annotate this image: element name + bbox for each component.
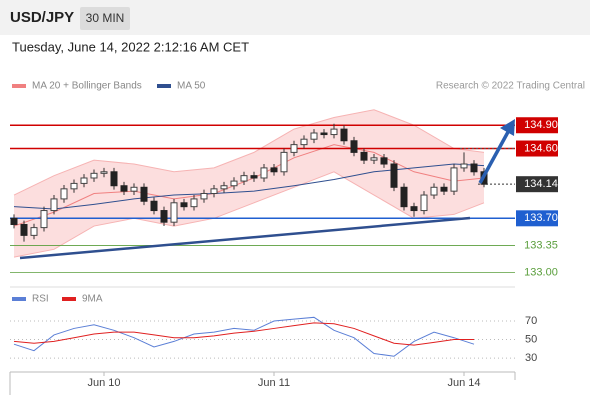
candle-body bbox=[420, 194, 428, 212]
candle-body bbox=[50, 198, 58, 212]
candle-body bbox=[250, 175, 258, 179]
candle-body bbox=[260, 167, 268, 179]
candle-body bbox=[10, 217, 18, 226]
candle-body bbox=[270, 167, 278, 173]
copyright: Research © 2022 Trading Central bbox=[436, 81, 585, 92]
candle-body bbox=[200, 192, 208, 200]
candle-body bbox=[440, 186, 448, 192]
price-tag bbox=[516, 210, 558, 227]
legend-swatch bbox=[12, 297, 26, 301]
candle-body bbox=[360, 151, 368, 161]
candle-body bbox=[30, 227, 38, 236]
legend-label: MA 20 + Bollinger Bands bbox=[32, 81, 142, 92]
forecast-arrow-head bbox=[500, 119, 515, 136]
candle-body bbox=[340, 128, 348, 142]
candle-body bbox=[210, 188, 218, 194]
legend-label: RSI bbox=[32, 294, 49, 305]
candle-body bbox=[300, 138, 308, 146]
candle-body bbox=[290, 144, 298, 153]
candle-body bbox=[60, 188, 68, 200]
candle-body bbox=[460, 163, 468, 169]
candle-body bbox=[230, 180, 238, 187]
ma9-line bbox=[13, 322, 474, 346]
timeframe[interactable]: 30 MIN bbox=[86, 11, 125, 25]
candle-body bbox=[80, 177, 88, 184]
price-tag bbox=[516, 117, 558, 134]
x-tick-label: Jun 14 bbox=[447, 377, 480, 389]
legend-label: MA 50 bbox=[177, 81, 206, 92]
candle-body bbox=[170, 202, 178, 223]
price-tag bbox=[516, 140, 558, 157]
price-label: 133.00 bbox=[524, 266, 558, 278]
timestamp: Tuesday, June 14, 2022 2:12:16 AM CET bbox=[12, 39, 249, 54]
candle-body bbox=[380, 157, 388, 165]
price-label: 133.35 bbox=[524, 239, 558, 251]
candle-body bbox=[310, 132, 318, 140]
rsi-tick-label: 50 bbox=[525, 333, 537, 345]
candle-body bbox=[330, 128, 338, 136]
candle-body bbox=[390, 163, 398, 188]
candle-body bbox=[370, 157, 378, 161]
x-tick-label: Jun 11 bbox=[258, 377, 290, 389]
candle-body bbox=[220, 185, 228, 190]
legend-swatch bbox=[157, 84, 171, 88]
ma50-line bbox=[13, 163, 485, 210]
candle-body bbox=[280, 151, 288, 173]
candle-body bbox=[190, 198, 198, 208]
candle-body bbox=[470, 163, 478, 173]
candle-body bbox=[240, 175, 248, 182]
price-label: 133.70 bbox=[524, 212, 558, 224]
candle-body bbox=[180, 202, 188, 208]
candle-body bbox=[400, 186, 408, 208]
price-label: 134.14 bbox=[524, 178, 558, 190]
candle-body bbox=[100, 171, 108, 174]
candle-body bbox=[40, 210, 48, 229]
candle-body bbox=[130, 186, 138, 192]
symbol: USD/JPY bbox=[10, 9, 74, 26]
bollinger-fill bbox=[14, 109, 484, 258]
candle-body bbox=[450, 167, 458, 192]
price-tag bbox=[516, 176, 558, 193]
candle-body bbox=[430, 186, 438, 196]
candle-body bbox=[70, 182, 78, 190]
candle-body bbox=[120, 185, 128, 192]
candle-body bbox=[350, 140, 358, 153]
candle-body bbox=[320, 132, 328, 136]
forecast-arrow bbox=[478, 131, 510, 184]
rsi-tick-label: 70 bbox=[525, 315, 537, 327]
legend-label: 9MA bbox=[82, 294, 103, 305]
rsi-line bbox=[13, 316, 475, 357]
rsi-tick-label: 30 bbox=[525, 352, 537, 364]
candle-body bbox=[20, 224, 28, 236]
candle-body bbox=[90, 172, 98, 179]
trend-line bbox=[19, 216, 471, 260]
legend-swatch bbox=[12, 84, 26, 88]
x-tick-label: Jun 10 bbox=[87, 377, 120, 389]
timeframe-button[interactable] bbox=[80, 7, 130, 30]
price-label: 134.90 bbox=[524, 119, 558, 131]
legend-swatch bbox=[62, 297, 76, 301]
candle-body bbox=[150, 200, 158, 212]
candle-body bbox=[110, 171, 118, 187]
price-label: 134.60 bbox=[524, 142, 558, 154]
candle-body bbox=[140, 186, 148, 202]
candle-body bbox=[160, 210, 168, 223]
candle-body bbox=[410, 206, 418, 212]
